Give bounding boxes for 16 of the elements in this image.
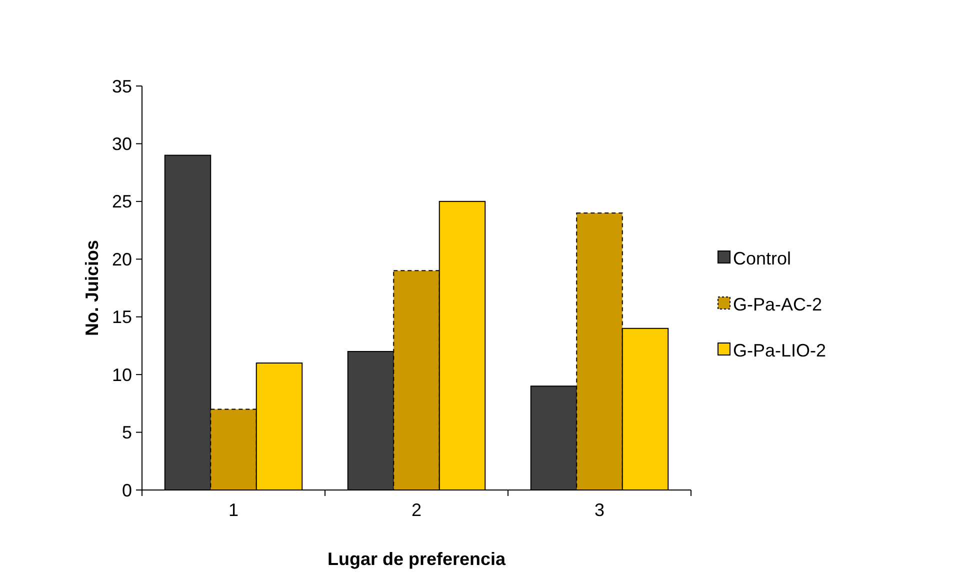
legend-label: G-Pa-AC-2 bbox=[733, 294, 822, 314]
x-tick-label: 3 bbox=[594, 500, 605, 520]
y-tick-label: 15 bbox=[112, 307, 132, 328]
x-tick-label: 1 bbox=[228, 500, 239, 520]
y-tick-label: 0 bbox=[122, 480, 132, 500]
y-tick-label: 25 bbox=[112, 192, 132, 212]
y-tick-label: 30 bbox=[112, 134, 132, 154]
y-axis-title: No. Juicios bbox=[82, 240, 102, 336]
legend-label: G-Pa-LIO-2 bbox=[733, 340, 826, 360]
legend-label: Control bbox=[733, 248, 792, 268]
y-tick-label: 35 bbox=[112, 76, 132, 96]
y-tick-label: 20 bbox=[112, 249, 132, 270]
y-tick-label: 5 bbox=[122, 422, 132, 443]
y-tick-label: 10 bbox=[112, 364, 132, 385]
x-tick-label: 2 bbox=[411, 500, 422, 520]
x-axis-title: Lugar de preferencia bbox=[327, 549, 507, 569]
